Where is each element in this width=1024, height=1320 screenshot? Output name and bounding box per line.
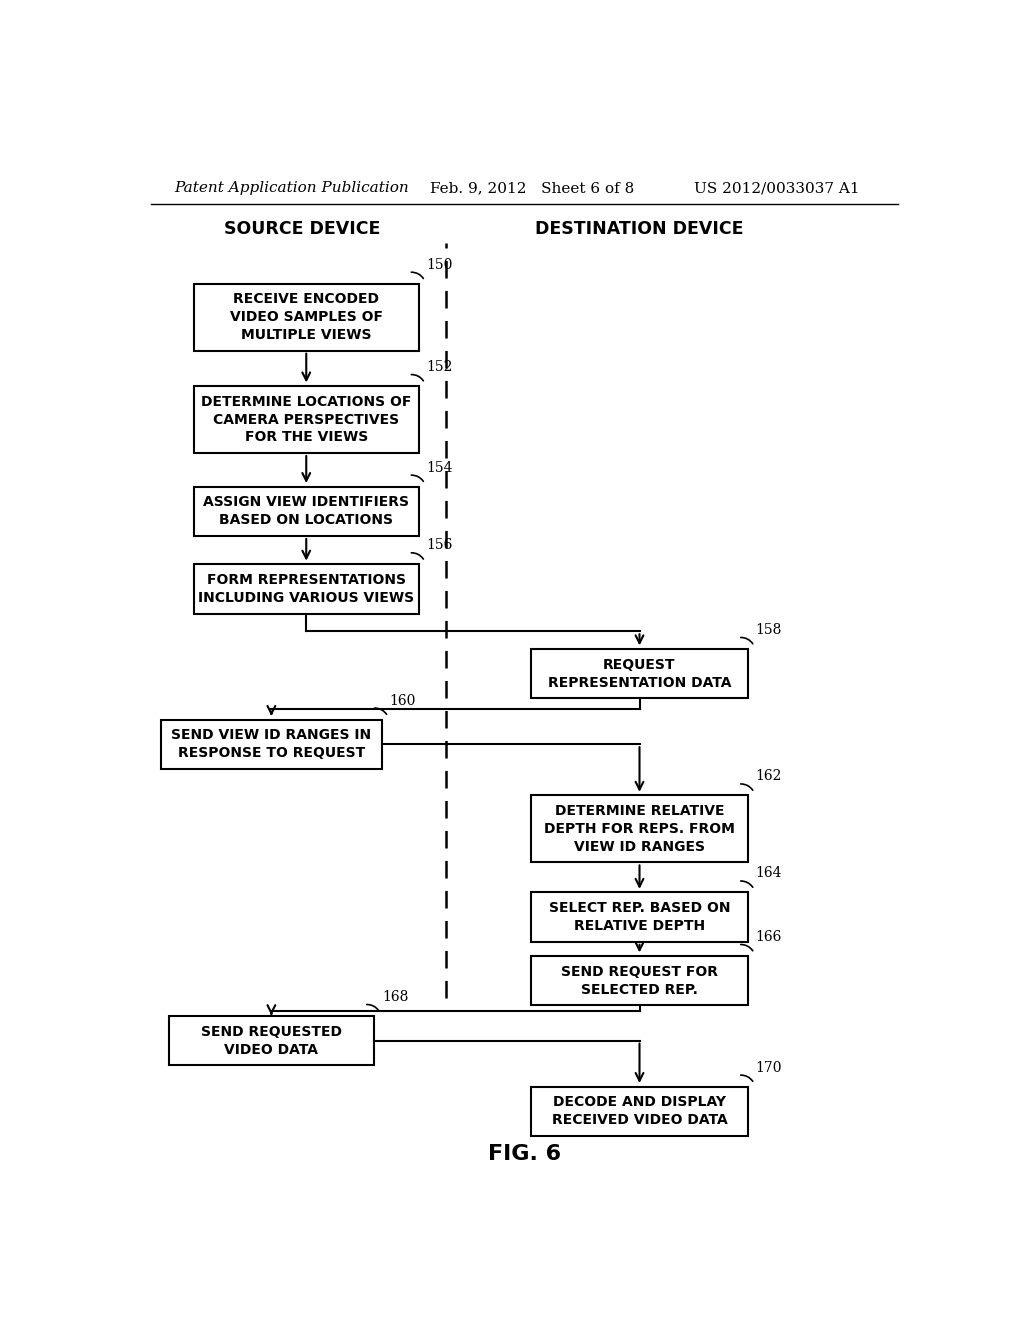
- Text: SEND REQUESTED
VIDEO DATA: SEND REQUESTED VIDEO DATA: [201, 1024, 342, 1056]
- Text: 164: 164: [756, 866, 782, 880]
- FancyBboxPatch shape: [531, 649, 748, 698]
- Text: Patent Application Publication: Patent Application Publication: [174, 181, 410, 195]
- Text: 160: 160: [389, 693, 416, 708]
- FancyBboxPatch shape: [531, 892, 748, 942]
- FancyBboxPatch shape: [194, 564, 419, 614]
- Text: SELECT REP. BASED ON
RELATIVE DEPTH: SELECT REP. BASED ON RELATIVE DEPTH: [549, 902, 730, 933]
- Text: REQUEST
REPRESENTATION DATA: REQUEST REPRESENTATION DATA: [548, 657, 731, 689]
- Text: SEND REQUEST FOR
SELECTED REP.: SEND REQUEST FOR SELECTED REP.: [561, 965, 718, 997]
- Text: DESTINATION DEVICE: DESTINATION DEVICE: [536, 220, 743, 238]
- Text: ASSIGN VIEW IDENTIFIERS
BASED ON LOCATIONS: ASSIGN VIEW IDENTIFIERS BASED ON LOCATIO…: [203, 495, 410, 527]
- Text: Feb. 9, 2012   Sheet 6 of 8: Feb. 9, 2012 Sheet 6 of 8: [430, 181, 635, 195]
- FancyBboxPatch shape: [531, 796, 748, 862]
- FancyBboxPatch shape: [194, 284, 419, 351]
- Text: SEND VIEW ID RANGES IN
RESPONSE TO REQUEST: SEND VIEW ID RANGES IN RESPONSE TO REQUE…: [171, 729, 372, 760]
- Text: US 2012/0033037 A1: US 2012/0033037 A1: [693, 181, 859, 195]
- Text: 168: 168: [382, 990, 409, 1005]
- FancyBboxPatch shape: [531, 956, 748, 1006]
- Text: 170: 170: [756, 1060, 782, 1074]
- Text: 154: 154: [426, 461, 453, 475]
- Text: SOURCE DEVICE: SOURCE DEVICE: [224, 220, 381, 238]
- Text: RECEIVE ENCODED
VIDEO SAMPLES OF
MULTIPLE VIEWS: RECEIVE ENCODED VIDEO SAMPLES OF MULTIPL…: [229, 292, 383, 342]
- Text: 156: 156: [426, 539, 453, 552]
- FancyBboxPatch shape: [531, 1086, 748, 1137]
- FancyBboxPatch shape: [194, 487, 419, 536]
- Text: 158: 158: [756, 623, 782, 638]
- Text: DETERMINE LOCATIONS OF
CAMERA PERSPECTIVES
FOR THE VIEWS: DETERMINE LOCATIONS OF CAMERA PERSPECTIV…: [201, 395, 412, 445]
- FancyBboxPatch shape: [161, 719, 382, 770]
- Text: 150: 150: [426, 257, 453, 272]
- Text: 166: 166: [756, 931, 782, 944]
- Text: 152: 152: [426, 360, 453, 374]
- Text: DETERMINE RELATIVE
DEPTH FOR REPS. FROM
VIEW ID RANGES: DETERMINE RELATIVE DEPTH FOR REPS. FROM …: [544, 804, 735, 854]
- Text: 162: 162: [756, 770, 782, 783]
- Text: DECODE AND DISPLAY
RECEIVED VIDEO DATA: DECODE AND DISPLAY RECEIVED VIDEO DATA: [552, 1096, 727, 1127]
- FancyBboxPatch shape: [194, 385, 419, 453]
- Text: FIG. 6: FIG. 6: [488, 1143, 561, 1164]
- FancyBboxPatch shape: [169, 1016, 374, 1065]
- Text: FORM REPRESENTATIONS
INCLUDING VARIOUS VIEWS: FORM REPRESENTATIONS INCLUDING VARIOUS V…: [199, 573, 415, 605]
